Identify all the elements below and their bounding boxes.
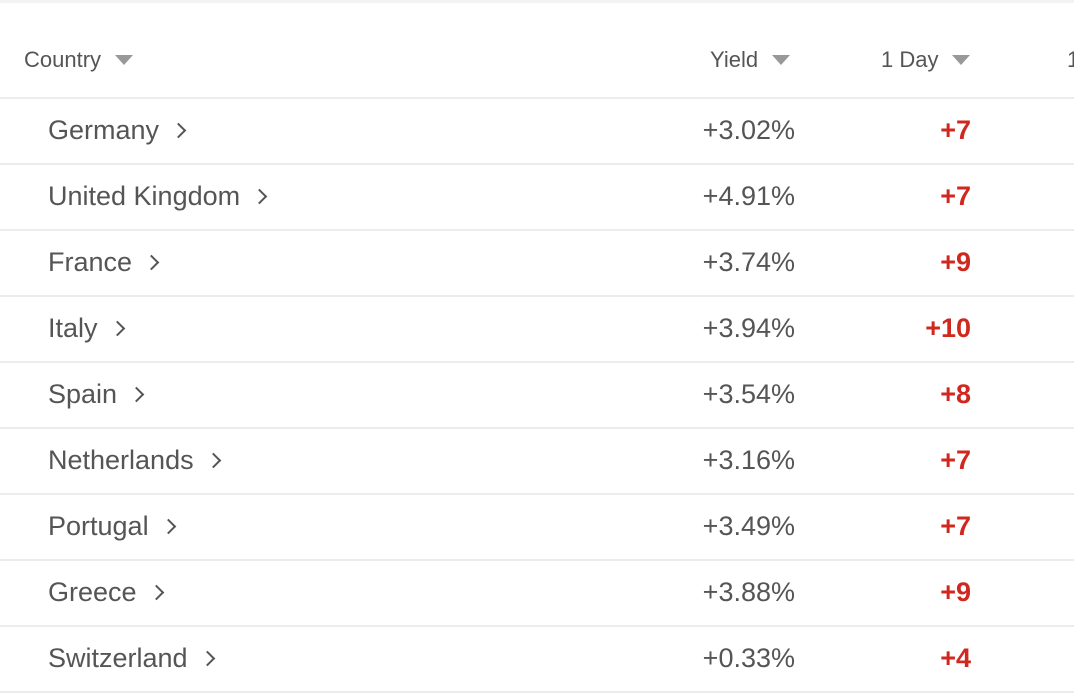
table-row[interactable]: Italy +3.94% +10 [0, 297, 1074, 363]
country-link[interactable]: Netherlands [48, 445, 221, 476]
1day-change-value: +9 [940, 247, 971, 277]
country-link[interactable]: France [48, 247, 160, 278]
1day-header-label: 1 Day [881, 47, 939, 72]
chevron-right-icon [205, 452, 221, 469]
yield-value: +3.88% [702, 577, 795, 607]
chevron-right-icon [170, 122, 187, 139]
sort-1day-button[interactable]: 1 Day [881, 47, 971, 73]
table-row[interactable]: Germany +3.02% +7 [0, 99, 1074, 165]
country-name: Switzerland [48, 643, 188, 673]
yield-header-label: Yield [710, 47, 759, 72]
sort-down-icon [115, 55, 134, 65]
country-header-label: Country [24, 47, 102, 72]
yield-value: +3.74% [702, 247, 795, 277]
country-name: Portugal [48, 511, 149, 541]
chevron-right-icon [109, 320, 125, 337]
country-name: Germany [48, 115, 160, 145]
table-header: Country Yield 1 Day 1 [0, 3, 1074, 99]
chevron-right-icon [143, 254, 160, 271]
table-row[interactable]: Greece +3.88% +9 [0, 561, 1074, 627]
table-row[interactable]: Netherlands +3.16% +7 [0, 429, 1074, 495]
1day-change-value: +10 [925, 313, 971, 343]
chevron-right-icon [160, 518, 176, 535]
1day-change-value: +8 [940, 379, 971, 409]
country-name: France [48, 247, 133, 277]
next-column-header-label: 1 [1067, 47, 1074, 72]
country-name: Spain [48, 379, 118, 409]
1day-change-value: +7 [940, 181, 971, 211]
country-link[interactable]: Portugal [48, 511, 176, 542]
yield-value: +3.54% [702, 379, 795, 409]
country-name: Greece [48, 577, 137, 607]
1day-change-value: +7 [940, 115, 971, 145]
country-link[interactable]: Germany [48, 115, 187, 146]
sort-country-button[interactable]: Country [24, 47, 134, 73]
next-column-header[interactable]: 1 [1067, 47, 1074, 73]
chevron-right-icon [251, 188, 268, 205]
yield-value: +3.16% [702, 445, 795, 475]
country-name: Netherlands [48, 445, 194, 475]
chevron-right-icon [199, 650, 215, 667]
table-row[interactable]: United Kingdom +4.91% +7 [0, 165, 1074, 231]
table-row[interactable]: Portugal +3.49% +7 [0, 495, 1074, 561]
country-link[interactable]: Spain [48, 379, 145, 410]
sort-down-icon [772, 55, 791, 65]
1day-change-value: +9 [940, 577, 971, 607]
yield-value: +0.33% [702, 643, 795, 673]
table-row[interactable]: France +3.74% +9 [0, 231, 1074, 297]
chevron-right-icon [148, 584, 164, 601]
sort-down-icon [952, 55, 971, 65]
country-link[interactable]: Switzerland [48, 643, 215, 674]
yield-value: +4.91% [702, 181, 795, 211]
table-row[interactable]: Spain +3.54% +8 [0, 363, 1074, 429]
yield-value: +3.49% [702, 511, 795, 541]
yield-value: +3.94% [702, 313, 795, 343]
sort-yield-button[interactable]: Yield [710, 47, 791, 73]
country-name: Italy [48, 313, 98, 343]
country-link[interactable]: United Kingdom [48, 181, 268, 212]
chevron-right-icon [128, 386, 145, 403]
1day-change-value: +4 [940, 643, 971, 673]
country-name: United Kingdom [48, 181, 241, 211]
country-link[interactable]: Italy [48, 313, 125, 344]
country-link[interactable]: Greece [48, 577, 164, 608]
top-divider [0, 0, 1074, 3]
table-row[interactable]: Switzerland +0.33% +4 [0, 627, 1074, 693]
1day-change-value: +7 [940, 511, 971, 541]
1day-change-value: +7 [940, 445, 971, 475]
yield-value: +3.02% [702, 115, 795, 145]
